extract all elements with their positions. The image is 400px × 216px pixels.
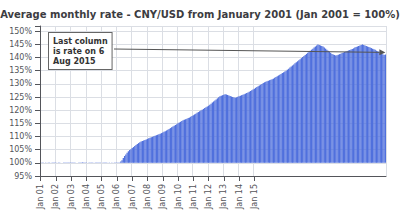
- svg-text:135%: 135%: [9, 66, 32, 75]
- svg-text:Jan 12: Jan 12: [204, 184, 213, 210]
- svg-text:Jan 04: Jan 04: [82, 184, 91, 210]
- svg-text:125%: 125%: [9, 93, 32, 102]
- svg-text:Jan 14: Jan 14: [235, 184, 244, 210]
- svg-text:Jan 02: Jan 02: [51, 184, 60, 210]
- svg-text:Jan 03: Jan 03: [67, 184, 76, 210]
- svg-text:Jan 01: Jan 01: [36, 184, 45, 210]
- svg-text:Jan 06: Jan 06: [112, 184, 121, 210]
- svg-text:Jan 15: Jan 15: [250, 184, 259, 210]
- svg-text:Jan 08: Jan 08: [143, 184, 152, 210]
- svg-text:is rate on 6: is rate on 6: [53, 47, 105, 56]
- svg-text:Aug 2015: Aug 2015: [53, 57, 96, 66]
- svg-text:Jan 05: Jan 05: [97, 184, 106, 210]
- svg-text:120%: 120%: [9, 106, 32, 115]
- svg-text:Last column: Last column: [53, 37, 108, 46]
- svg-text:Jan 07: Jan 07: [128, 184, 137, 210]
- svg-text:145%: 145%: [9, 40, 32, 49]
- svg-text:115%: 115%: [9, 119, 32, 128]
- svg-text:Jan 11: Jan 11: [189, 184, 198, 210]
- svg-text:Jan 13: Jan 13: [219, 184, 228, 210]
- svg-text:110%: 110%: [9, 132, 32, 141]
- svg-text:100%: 100%: [9, 158, 32, 167]
- svg-text:Jan 10: Jan 10: [174, 184, 183, 210]
- svg-text:Jan 09: Jan 09: [158, 184, 167, 210]
- svg-text:Average monthly rate - CNY/USD: Average monthly rate - CNY/USD from Janu…: [0, 9, 400, 20]
- svg-text:105%: 105%: [9, 145, 32, 154]
- svg-text:95%: 95%: [14, 172, 32, 181]
- svg-text:140%: 140%: [9, 53, 32, 62]
- svg-text:150%: 150%: [9, 27, 32, 36]
- svg-text:130%: 130%: [9, 79, 32, 88]
